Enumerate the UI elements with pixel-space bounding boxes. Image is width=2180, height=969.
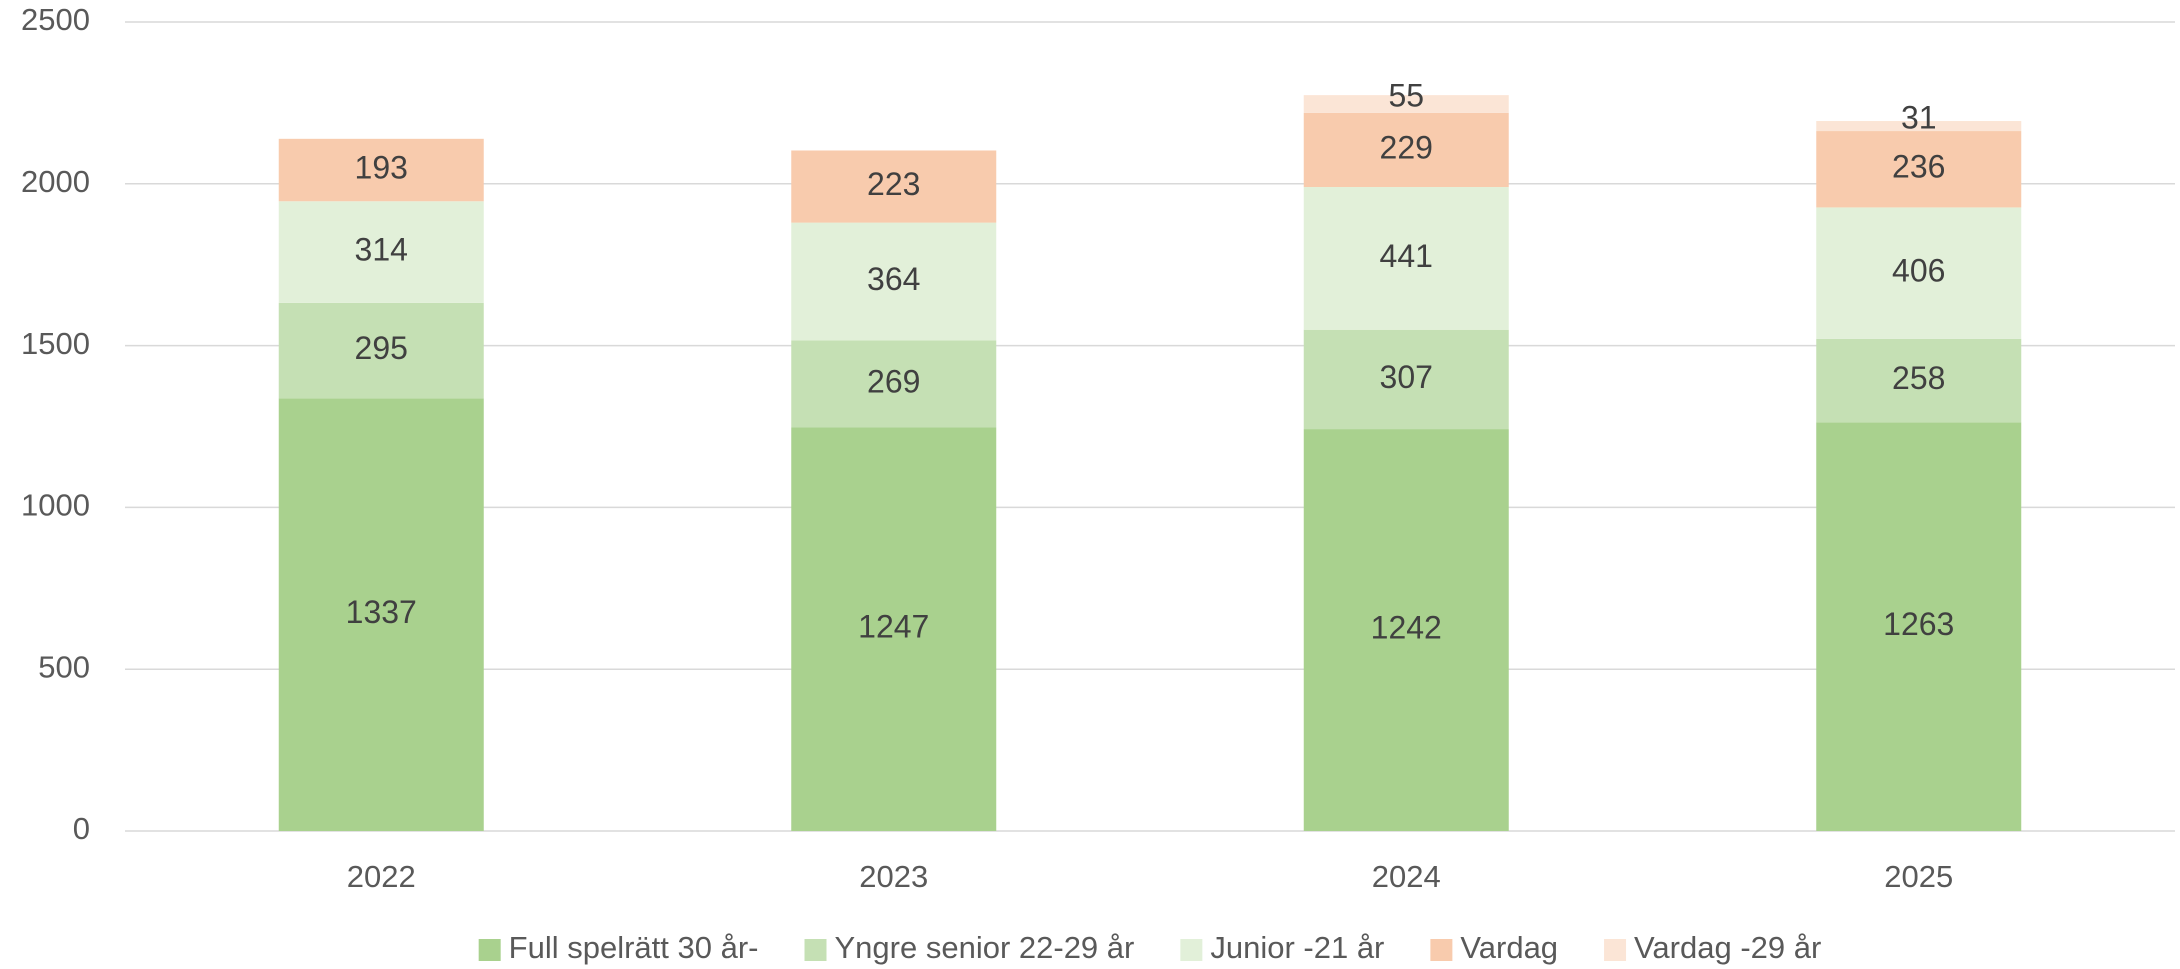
bar-segment bbox=[1303, 187, 1509, 330]
data-label: 1263 bbox=[1883, 606, 1954, 642]
bar-segment bbox=[791, 340, 997, 428]
legend-label: Junior -21 år bbox=[1210, 930, 1384, 965]
legend-label: Full spelrätt 30 år- bbox=[509, 930, 759, 965]
legend-swatch bbox=[1430, 939, 1453, 961]
y-tick-label: 1000 bbox=[21, 488, 90, 523]
legend-swatch bbox=[804, 939, 827, 961]
data-label: 193 bbox=[355, 150, 408, 186]
bar-segment bbox=[1303, 112, 1509, 188]
data-label: 364 bbox=[867, 261, 920, 297]
data-label: 307 bbox=[1380, 359, 1433, 395]
bar-segment bbox=[791, 427, 997, 831]
x-tick-label: 2022 bbox=[347, 859, 416, 894]
bar-segment bbox=[791, 222, 997, 341]
x-tick-label: 2023 bbox=[859, 859, 928, 894]
bar-segment bbox=[1816, 207, 2022, 339]
bar-segment bbox=[278, 138, 484, 202]
bar-segment bbox=[791, 150, 997, 223]
bar-segment bbox=[278, 302, 484, 399]
bar-segment bbox=[1816, 131, 2022, 208]
data-label: 1247 bbox=[858, 609, 929, 645]
data-label: 314 bbox=[355, 232, 408, 268]
legend-label: Yngre senior 22-29 år bbox=[835, 930, 1135, 965]
bar-segment bbox=[278, 398, 484, 831]
x-tick-label: 2024 bbox=[1372, 859, 1441, 894]
y-tick-label: 500 bbox=[38, 649, 90, 684]
data-label: 406 bbox=[1892, 253, 1945, 289]
data-label: 55 bbox=[1388, 77, 1424, 113]
bar-segment bbox=[1303, 95, 1509, 113]
data-label: 223 bbox=[867, 166, 920, 202]
data-label: 269 bbox=[867, 363, 920, 399]
y-tick-label: 1500 bbox=[21, 326, 90, 361]
legend-swatch bbox=[478, 939, 501, 961]
data-label: 1242 bbox=[1371, 609, 1442, 645]
y-tick-label: 0 bbox=[73, 811, 90, 846]
data-label: 441 bbox=[1380, 238, 1433, 274]
data-label: 1337 bbox=[346, 594, 417, 630]
legend-swatch bbox=[1180, 939, 1203, 961]
y-tick-label: 2500 bbox=[21, 2, 90, 37]
bar-segment bbox=[1816, 422, 2022, 831]
bar-segment bbox=[1816, 338, 2022, 423]
legend-label: Vardag bbox=[1460, 930, 1558, 965]
x-tick-label: 2025 bbox=[1884, 859, 1953, 894]
data-label: 229 bbox=[1380, 129, 1433, 165]
legend-swatch bbox=[1604, 939, 1627, 961]
data-label: 258 bbox=[1892, 360, 1945, 396]
data-label: 295 bbox=[355, 330, 408, 366]
data-label: 236 bbox=[1892, 149, 1945, 185]
legend-label: Vardag -29 år bbox=[1634, 930, 1821, 965]
bar-segment bbox=[1816, 121, 2022, 132]
y-tick-label: 2000 bbox=[21, 164, 90, 199]
data-label: 31 bbox=[1901, 99, 1937, 135]
bar-segment bbox=[1303, 429, 1509, 831]
legend: Full spelrätt 30 år- Yngre senior 22-29 å… bbox=[478, 930, 1821, 965]
bar-segment bbox=[278, 201, 484, 303]
bar-segment bbox=[1303, 329, 1509, 430]
